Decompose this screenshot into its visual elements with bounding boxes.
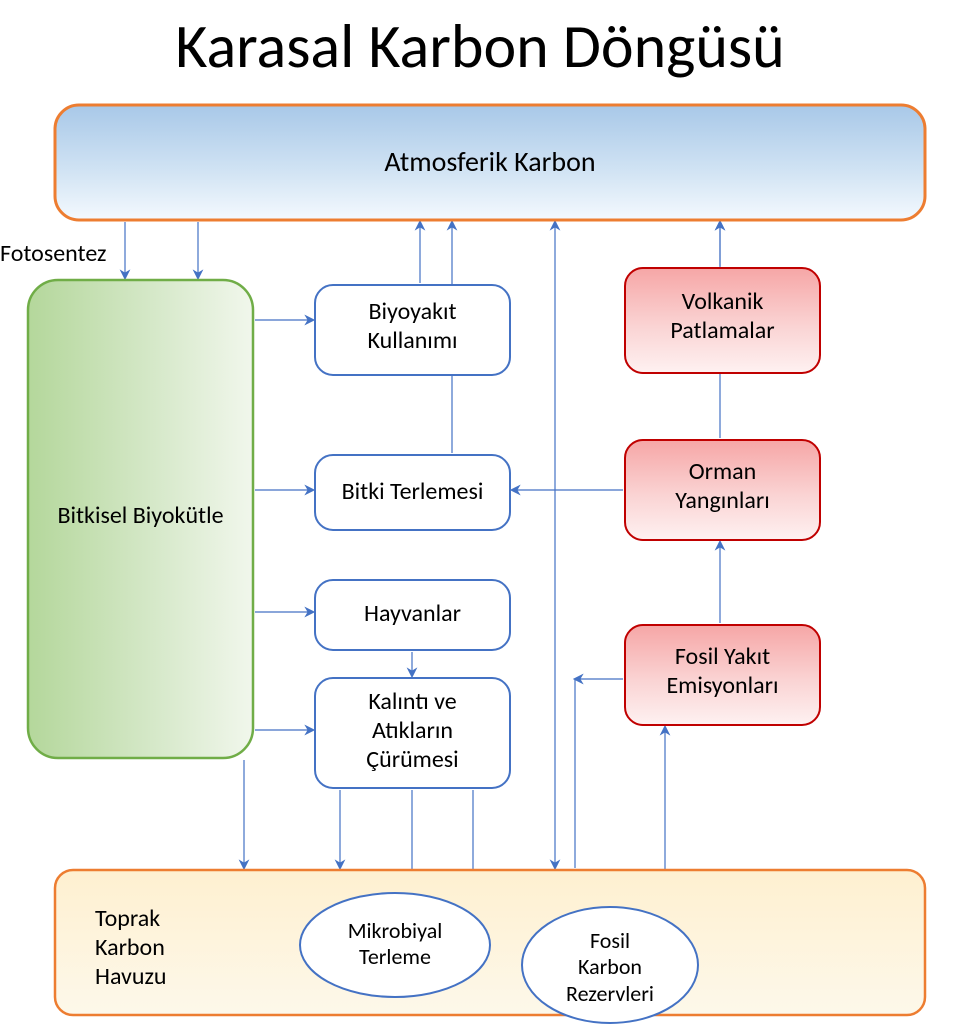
label-bitki-terlemesi: Bitki Terlemesi (315, 478, 510, 507)
label-kalinti: Kalıntı ve Atıkların Çürümesi (315, 688, 510, 774)
diagram-title: Karasal Karbon Döngüsü (0, 8, 960, 84)
label-volkanik: Volkanik Patlamalar (625, 288, 820, 346)
label-biyoyakit: Biyoyakıt Kullanımı (315, 298, 510, 356)
label-fotosentez: Fotosentez (0, 240, 135, 269)
label-fosil-rez: Fosil Karbon Rezervleri (522, 928, 698, 1007)
label-toprak: Toprak Karbon Havuzu (95, 905, 225, 991)
label-orman: Orman Yangınları (625, 458, 820, 516)
label-fosil-emisyon: Fosil Yakıt Emisyonları (625, 643, 820, 701)
label-mikrobiyal: Mikrobiyal Terleme (300, 918, 490, 971)
label-atmosferik: Atmosferik Karbon (55, 145, 925, 179)
label-biyokutle: Bitkisel Biyokütle (28, 502, 253, 531)
label-hayvanlar: Hayvanlar (315, 600, 510, 629)
